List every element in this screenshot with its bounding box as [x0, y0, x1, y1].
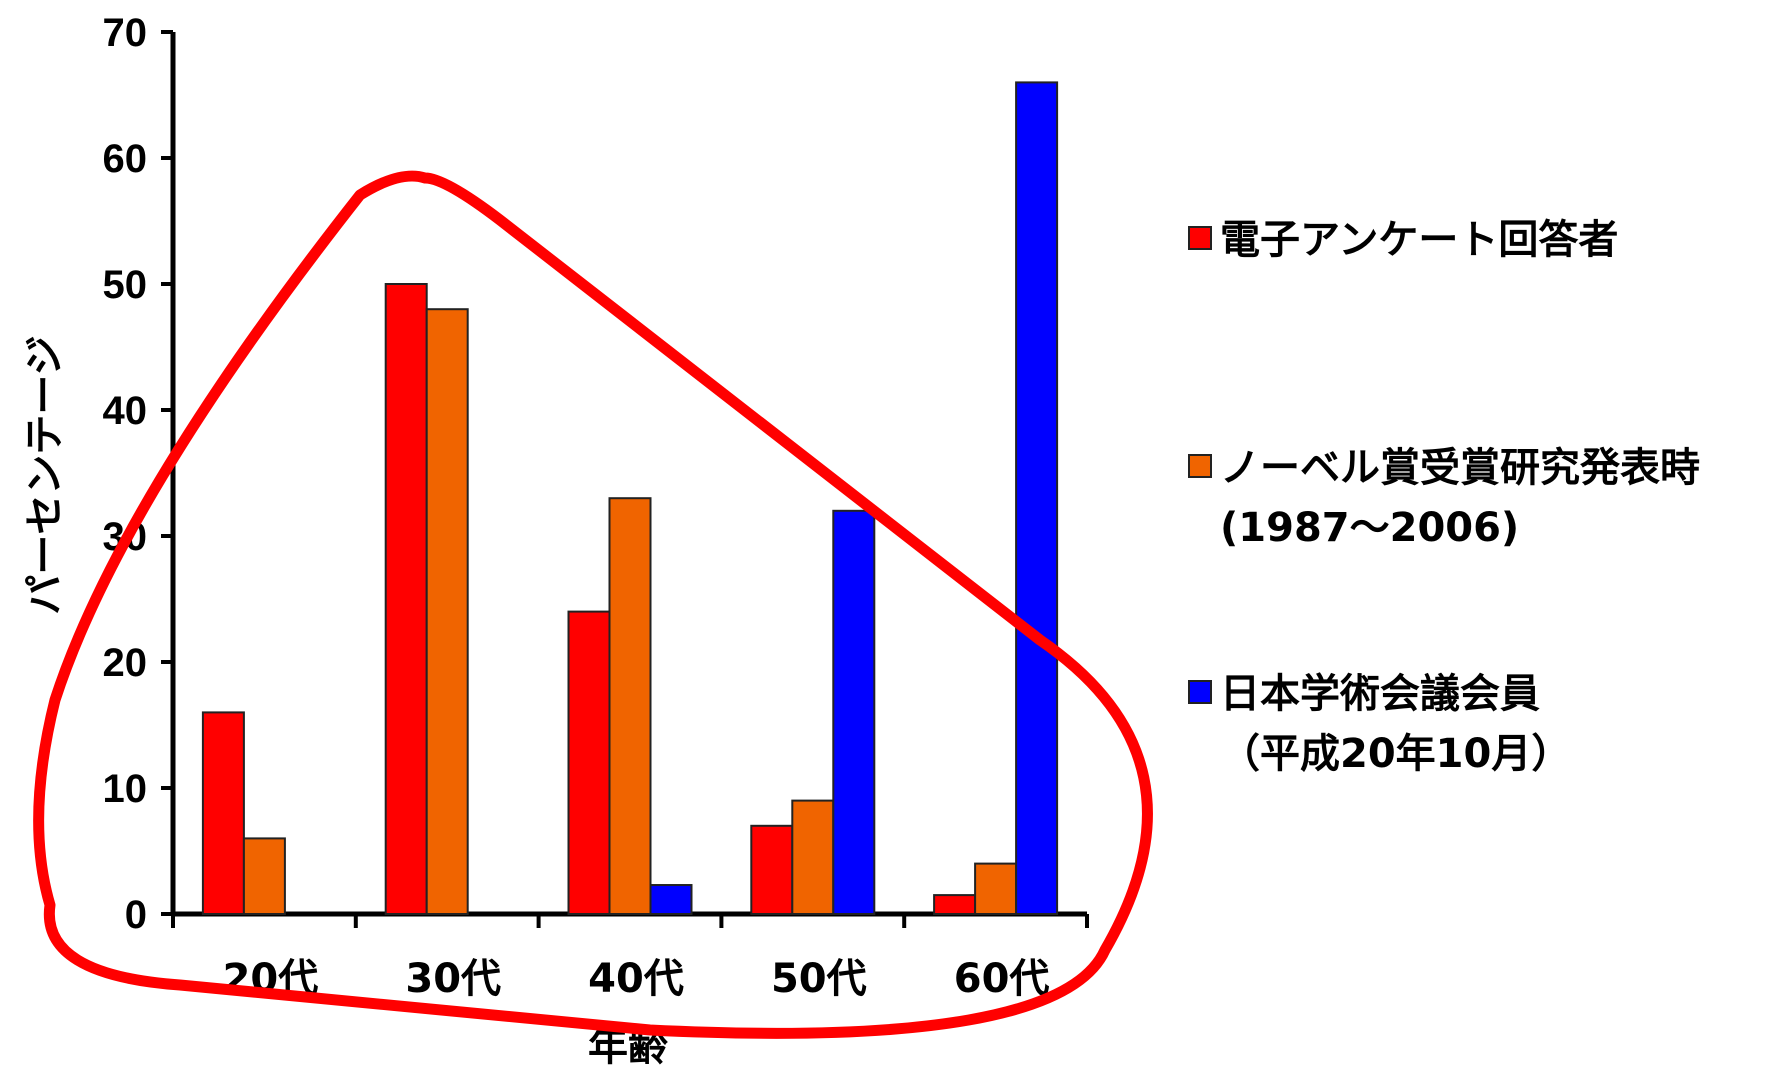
legend-label: ノーベル賞受賞研究発表時 [1220, 445, 1700, 491]
legend-swatch [1188, 226, 1212, 250]
legend-item-series-3: 日本学術会議会員 （平成20年10月） [1188, 664, 1571, 784]
highlight-annotation [33, 170, 1153, 1039]
legend-label-sub: （平成20年10月） [1220, 731, 1572, 777]
bar-series-2-20代 [242, 837, 286, 916]
legend-label-sub: (1987～2006) [1220, 505, 1520, 551]
bar-series-2-60代 [974, 862, 1018, 915]
bar-series-3-60代 [1015, 81, 1059, 915]
bar-series-1-30代 [384, 283, 428, 915]
bar-series-2-50代 [791, 799, 835, 915]
legend-swatch [1188, 454, 1212, 478]
bar-series-1-40代 [567, 610, 611, 915]
y-tick-label: 0 [125, 893, 147, 937]
y-tick-label: 20 [103, 641, 148, 685]
y-tick-label: 10 [103, 767, 148, 811]
x-tick-label: 40代 [588, 956, 684, 1002]
bar-series-1-50代 [750, 824, 794, 915]
legend-item-series-2: ノーベル賞受賞研究発表時 (1987～2006) [1188, 438, 1700, 558]
y-tick-label: 50 [103, 263, 148, 307]
legend-label: 日本学術会議会員 [1220, 671, 1540, 717]
bar-series-1-60代 [933, 894, 977, 915]
bars [201, 81, 1059, 916]
y-tick-label: 40 [103, 389, 148, 433]
bar-series-3-40代 [649, 884, 693, 916]
y-tick-label: 60 [103, 137, 148, 181]
bar-series-2-30代 [425, 308, 469, 915]
bar-series-1-20代 [201, 711, 245, 916]
x-tick-label: 30代 [405, 956, 501, 1002]
bar-series-3-50代 [832, 509, 876, 915]
y-tick-label: 70 [103, 11, 148, 55]
x-tick-label: 60代 [954, 956, 1050, 1002]
bar-series-2-40代 [608, 497, 652, 915]
y-axis-title: パーセンテージ [22, 335, 68, 614]
legend-swatch [1188, 680, 1212, 704]
legend-label: 電子アンケート回答者 [1220, 217, 1619, 263]
x-tick-label: 50代 [771, 956, 867, 1002]
legend-item-series-1: 電子アンケート回答者 [1188, 210, 1618, 270]
